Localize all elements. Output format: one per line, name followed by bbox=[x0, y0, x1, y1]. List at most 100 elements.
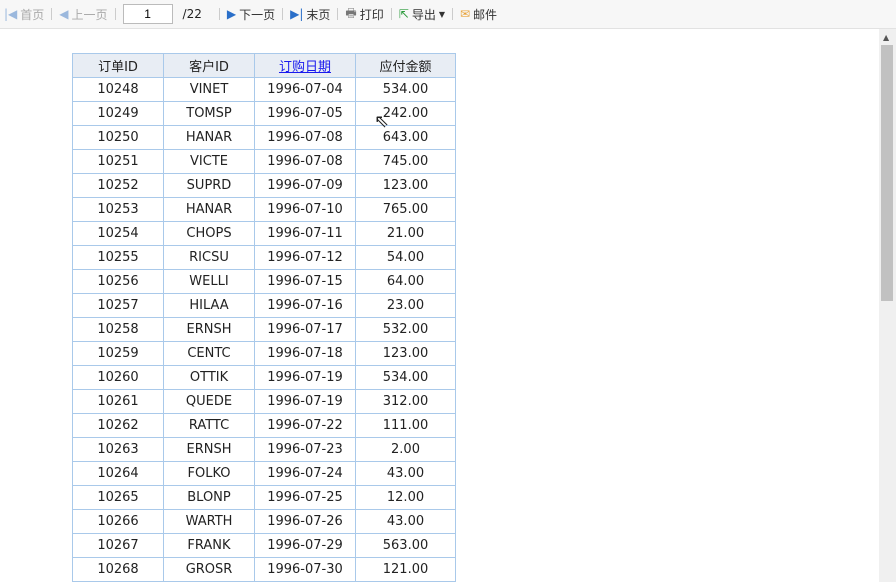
table-cell: 123.00 bbox=[355, 173, 456, 198]
table-cell: 10258 bbox=[72, 317, 164, 342]
table-cell: 1996-07-29 bbox=[254, 533, 356, 558]
table-cell: 312.00 bbox=[355, 389, 456, 414]
divider bbox=[51, 8, 53, 20]
table-cell: 1996-07-09 bbox=[254, 173, 356, 198]
divider bbox=[390, 8, 392, 20]
table-cell: 1996-07-11 bbox=[254, 221, 356, 246]
sort-order-date-link[interactable]: 订购日期 bbox=[278, 60, 331, 75]
table-row: 10266 WARTH 1996-07-26 43.00 bbox=[72, 509, 456, 534]
table-cell: ERNSH bbox=[163, 317, 255, 342]
table-row: 10251 VICTE 1996-07-08 745.00 bbox=[72, 149, 456, 174]
table-cell: 1996-07-30 bbox=[254, 557, 356, 582]
table-cell: 1996-07-12 bbox=[254, 245, 356, 270]
chevron-down-icon: ▼ bbox=[438, 9, 445, 19]
mail-button[interactable]: ✉ 邮件 bbox=[459, 7, 498, 22]
table-row: 10263 ERNSH 1996-07-23 2.00 bbox=[72, 437, 456, 462]
report-content: 订单ID 客户ID 订购日期 应付金额 10248 VINET 1996-07-04… bbox=[0, 29, 879, 582]
total-pages: /22 bbox=[182, 7, 202, 21]
table-row: 10262 RATTC 1996-07-22 111.00 bbox=[72, 413, 456, 438]
table-row: 10250 HANAR 1996-07-08 643.00 bbox=[72, 125, 456, 150]
table-cell: GROSR bbox=[163, 557, 255, 582]
table-cell: 21.00 bbox=[355, 221, 456, 246]
export-icon: ⇱ bbox=[398, 7, 409, 21]
print-button[interactable]: 🖶 打印 bbox=[341, 4, 387, 25]
table-cell: 10260 bbox=[72, 365, 164, 390]
vertical-scrollbar[interactable]: ▲ bbox=[879, 29, 896, 582]
header-customer-id: 客户ID bbox=[163, 53, 255, 78]
table-cell: 2.00 bbox=[355, 437, 456, 462]
table-cell: 1996-07-22 bbox=[254, 413, 356, 438]
table-cell: 1996-07-08 bbox=[254, 125, 356, 150]
table-row: 10259 CENTC 1996-07-18 123.00 bbox=[72, 341, 456, 366]
table-cell: 1996-07-16 bbox=[254, 293, 356, 318]
table-cell: 10255 bbox=[72, 245, 164, 270]
table-cell: 1996-07-17 bbox=[254, 317, 356, 342]
table-cell: SUPRD bbox=[163, 173, 255, 198]
divider bbox=[282, 8, 284, 20]
first-page-button[interactable]: |◀ 首页 bbox=[4, 7, 45, 22]
table-row: 10264 FOLKO 1996-07-24 43.00 bbox=[72, 461, 456, 486]
mouse-cursor-icon: ⇖ bbox=[374, 111, 390, 132]
table-cell: 10267 bbox=[72, 533, 164, 558]
next-page-button[interactable]: ▶ 下一页 bbox=[226, 7, 276, 22]
table-cell: 64.00 bbox=[355, 269, 456, 294]
last-page-button[interactable]: ▶| 末页 bbox=[290, 7, 331, 22]
table-row: 10249 TOMSP 1996-07-05 242.00 bbox=[72, 101, 456, 126]
table-row: 10256 WELLI 1996-07-15 64.00 bbox=[72, 269, 456, 294]
divider bbox=[451, 8, 453, 20]
table-cell: 10262 bbox=[72, 413, 164, 438]
table-cell: 1996-07-04 bbox=[254, 77, 356, 102]
table-cell: 1996-07-23 bbox=[254, 437, 356, 462]
table-cell: 10268 bbox=[72, 557, 164, 582]
table-cell: HANAR bbox=[163, 125, 255, 150]
table-cell: QUEDE bbox=[163, 389, 255, 414]
divider bbox=[114, 8, 116, 20]
table-row: 10267 FRANK 1996-07-29 563.00 bbox=[72, 533, 456, 558]
table-cell: 1996-07-05 bbox=[254, 101, 356, 126]
prev-page-button[interactable]: ◀ 上一页 bbox=[59, 7, 108, 22]
table-cell: 242.00 bbox=[355, 101, 456, 126]
header-order-id: 订单ID bbox=[72, 53, 164, 78]
table-cell: 10250 bbox=[72, 125, 164, 150]
table-cell: 10254 bbox=[72, 221, 164, 246]
table-cell: HILAA bbox=[163, 293, 255, 318]
table-cell: HANAR bbox=[163, 197, 255, 222]
scroll-up-icon[interactable]: ▲ bbox=[883, 33, 890, 42]
table-cell: 10259 bbox=[72, 341, 164, 366]
table-cell: 10252 bbox=[72, 173, 164, 198]
table-row: 10257 HILAA 1996-07-16 23.00 bbox=[72, 293, 456, 318]
table-cell: 1996-07-18 bbox=[254, 341, 356, 366]
table-cell: 43.00 bbox=[355, 509, 456, 534]
table-row: 10253 HANAR 1996-07-10 765.00 bbox=[72, 197, 456, 222]
table-row: 10260 OTTIK 1996-07-19 534.00 bbox=[72, 365, 456, 390]
table-cell: 1996-07-10 bbox=[254, 197, 356, 222]
table-row: 10254 CHOPS 1996-07-11 21.00 bbox=[72, 221, 456, 246]
table-cell: 43.00 bbox=[355, 461, 456, 486]
export-button[interactable]: ⇱ 导出 ▼ bbox=[398, 7, 445, 22]
table-cell: WARTH bbox=[163, 509, 255, 534]
table-cell: 1996-07-24 bbox=[254, 461, 356, 486]
table-cell: 1996-07-15 bbox=[254, 269, 356, 294]
table-cell: 54.00 bbox=[355, 245, 456, 270]
table-row: 10252 SUPRD 1996-07-09 123.00 bbox=[72, 173, 456, 198]
table-cell: 1996-07-25 bbox=[254, 485, 356, 510]
table-cell: 12.00 bbox=[355, 485, 456, 510]
scrollbar-thumb[interactable] bbox=[881, 45, 893, 301]
table-cell: 534.00 bbox=[355, 365, 456, 390]
header-amount: 应付金额 bbox=[355, 53, 456, 78]
table-cell: 10256 bbox=[72, 269, 164, 294]
table-cell: 563.00 bbox=[355, 533, 456, 558]
table-cell: FRANK bbox=[163, 533, 255, 558]
table-cell: 10249 bbox=[72, 101, 164, 126]
divider bbox=[218, 8, 220, 20]
page-number-input[interactable] bbox=[122, 4, 173, 24]
table-cell: VICTE bbox=[163, 149, 255, 174]
report-toolbar: |◀首页 ◀上一页 /22 ▶下一页 ▶|末页 🖶打印 ⇱导出▼ ✉邮件 bbox=[0, 0, 896, 29]
table-row: 10255 RICSU 1996-07-12 54.00 bbox=[72, 245, 456, 270]
header-order-date[interactable]: 订购日期 bbox=[254, 53, 356, 78]
orders-table: 订单ID 客户ID 订购日期 应付金额 10248 VINET 1996-07-04… bbox=[72, 53, 456, 582]
table-cell: 534.00 bbox=[355, 77, 456, 102]
table-row: 10268 GROSR 1996-07-30 121.00 bbox=[72, 557, 456, 582]
table-cell: 643.00 bbox=[355, 125, 456, 150]
table-row: 10248 VINET 1996-07-04 534.00 bbox=[72, 77, 456, 102]
